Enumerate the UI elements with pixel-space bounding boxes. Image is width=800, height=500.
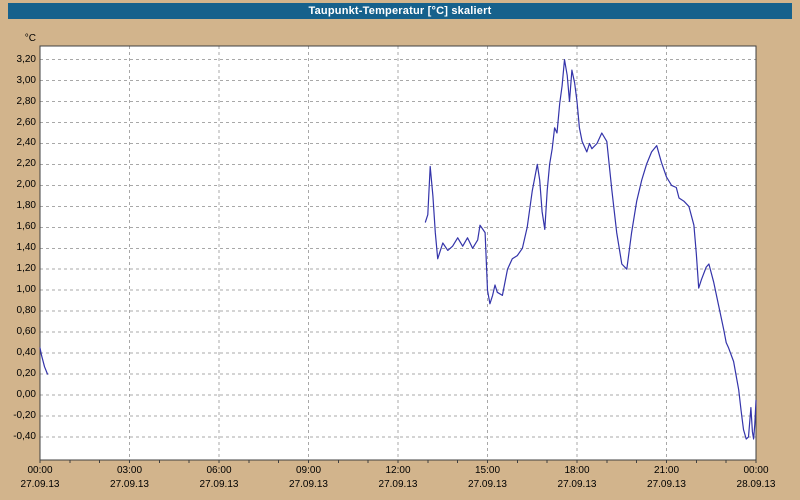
x-axis-date-label: 27.09.13 (110, 479, 149, 490)
y-axis-tick-label: 1,00 (16, 284, 36, 296)
y-axis-tick-label: 2,80 (16, 95, 36, 107)
y-axis-tick-label: 0,60 (16, 326, 36, 338)
x-axis-time-label: 12:00 (385, 465, 411, 476)
y-axis-tick-label: 2,20 (16, 158, 36, 170)
y-axis-tick-label: 0,40 (16, 347, 36, 359)
y-axis-tick-label: 3,20 (16, 53, 36, 65)
y-axis-tick-label: 1,60 (16, 221, 36, 233)
x-axis-time-label: 15:00 (474, 465, 501, 476)
chart-titlebar: Taupunkt-Temperatur [°C] skaliert (8, 3, 792, 19)
y-axis-tick-label: -0,20 (13, 409, 36, 421)
x-axis-time-label: 00:00 (27, 465, 53, 476)
y-axis-tick-label: 1,80 (16, 200, 36, 212)
x-axis-time-label: 18:00 (564, 465, 590, 476)
y-axis-tick-label: 2,40 (16, 137, 36, 149)
y-axis-tick-label: 1,20 (16, 263, 36, 275)
x-axis-date-label: 27.09.13 (20, 479, 60, 490)
x-axis-time-label: 03:00 (116, 465, 143, 476)
y-axis-tick-label: 0,80 (16, 305, 36, 317)
x-axis-time-label: 09:00 (295, 465, 322, 476)
y-axis-tick-label: 0,00 (16, 389, 36, 401)
x-axis-date-label: 27.09.13 (647, 479, 686, 490)
x-axis-date-label: 27.09.13 (557, 479, 597, 490)
y-axis-tick-label: 3,00 (16, 74, 36, 86)
x-axis-date-label: 27.09.13 (199, 479, 239, 490)
x-axis-date-label: 27.09.13 (289, 479, 328, 490)
x-axis-time-label: 00:00 (743, 465, 769, 476)
y-axis-tick-label: 2,00 (16, 179, 36, 191)
y-axis-tick-label: -0,40 (13, 430, 36, 442)
y-axis-tick-label: 2,60 (16, 116, 36, 128)
chart-title: Taupunkt-Temperatur [°C] skaliert (308, 5, 492, 17)
x-axis-date-label: 27.09.13 (468, 479, 507, 490)
y-axis-tick-label: 1,40 (16, 242, 36, 254)
y-axis-tick-label: 0,20 (16, 368, 36, 380)
y-axis-unit-label: °C (24, 33, 36, 44)
x-axis-date-label: 28.09.13 (736, 479, 776, 490)
x-axis-time-label: 21:00 (653, 465, 680, 476)
x-axis-time-label: 06:00 (206, 465, 232, 476)
x-axis-date-label: 27.09.13 (378, 479, 418, 490)
